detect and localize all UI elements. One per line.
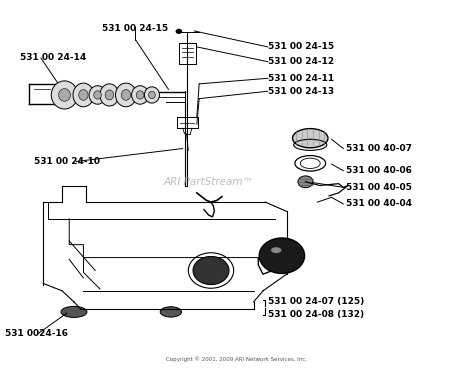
Ellipse shape (94, 91, 101, 99)
Text: 531 00 24-12: 531 00 24-12 (268, 57, 334, 66)
Text: Copyright © 2001, 2009 ARI Network Services, Inc.: Copyright © 2001, 2009 ARI Network Servi… (166, 357, 308, 362)
Text: 531 00 40-06: 531 00 40-06 (346, 166, 411, 175)
Ellipse shape (51, 81, 78, 109)
Ellipse shape (148, 91, 155, 99)
Ellipse shape (79, 90, 88, 100)
Text: ARI PartStream™: ARI PartStream™ (164, 177, 254, 187)
Circle shape (298, 176, 313, 188)
Circle shape (259, 238, 305, 273)
Text: 531 00 24-15: 531 00 24-15 (268, 42, 334, 52)
Ellipse shape (100, 84, 119, 106)
Circle shape (175, 29, 182, 34)
Ellipse shape (160, 307, 182, 317)
Text: 531 00 24-15: 531 00 24-15 (102, 24, 168, 33)
Ellipse shape (292, 129, 328, 148)
Ellipse shape (61, 306, 87, 318)
Ellipse shape (59, 89, 71, 101)
Ellipse shape (271, 247, 282, 253)
Ellipse shape (145, 87, 159, 103)
Text: 531 00 40-07: 531 00 40-07 (346, 144, 412, 153)
Text: 531 00 40-05: 531 00 40-05 (346, 183, 411, 192)
Circle shape (193, 256, 229, 285)
Ellipse shape (137, 91, 144, 99)
Text: 531 00 24-08 (132): 531 00 24-08 (132) (268, 311, 364, 319)
Text: 531 00 24-07 (125): 531 00 24-07 (125) (268, 298, 364, 306)
Text: 531 0024-16: 531 0024-16 (5, 329, 68, 338)
Text: 531 00 24-13: 531 00 24-13 (268, 87, 334, 96)
Text: 531 00 40-04: 531 00 40-04 (346, 200, 412, 209)
Ellipse shape (105, 90, 114, 100)
Text: 531 00 24-14: 531 00 24-14 (19, 53, 86, 62)
Ellipse shape (132, 86, 149, 104)
Ellipse shape (121, 90, 131, 100)
Text: 531 00 24-10: 531 00 24-10 (34, 157, 100, 166)
Ellipse shape (116, 83, 137, 107)
Text: 531 00 24-11: 531 00 24-11 (268, 74, 334, 83)
Ellipse shape (73, 83, 94, 107)
Ellipse shape (89, 86, 106, 104)
